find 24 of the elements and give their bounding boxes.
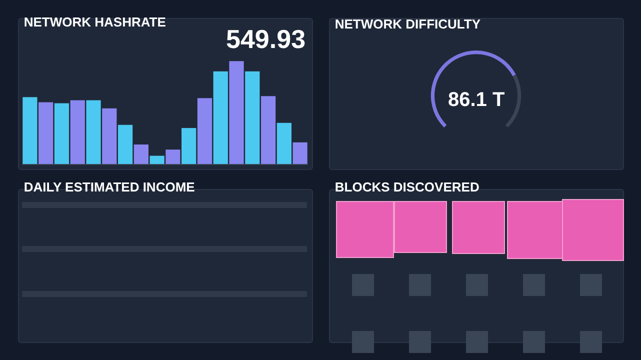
chart-title: NETWORK HASHRATE [24, 14, 166, 30]
bar [54, 103, 70, 164]
text: BLOCKS DISCOVERED [334, 180, 480, 195]
bar [213, 71, 228, 164]
bar [182, 128, 196, 164]
bar [38, 102, 54, 164]
bar [229, 61, 244, 164]
bar [150, 156, 164, 164]
chart-title: NETWORK DIFFICULTY [334, 16, 481, 32]
bar [134, 144, 148, 164]
bar [260, 96, 276, 164]
text: DAILY ESTIMATED INCOME [24, 180, 196, 195]
bar [276, 122, 292, 164]
bar [245, 71, 260, 164]
text: 86.1 T [448, 89, 505, 111]
bar [22, 97, 38, 164]
bar [197, 98, 212, 164]
text: 549.93 [226, 24, 306, 54]
bar [292, 142, 308, 164]
bar [166, 150, 180, 164]
bar [86, 100, 101, 164]
bar [118, 124, 133, 164]
bar [102, 108, 117, 164]
bar [70, 100, 85, 164]
